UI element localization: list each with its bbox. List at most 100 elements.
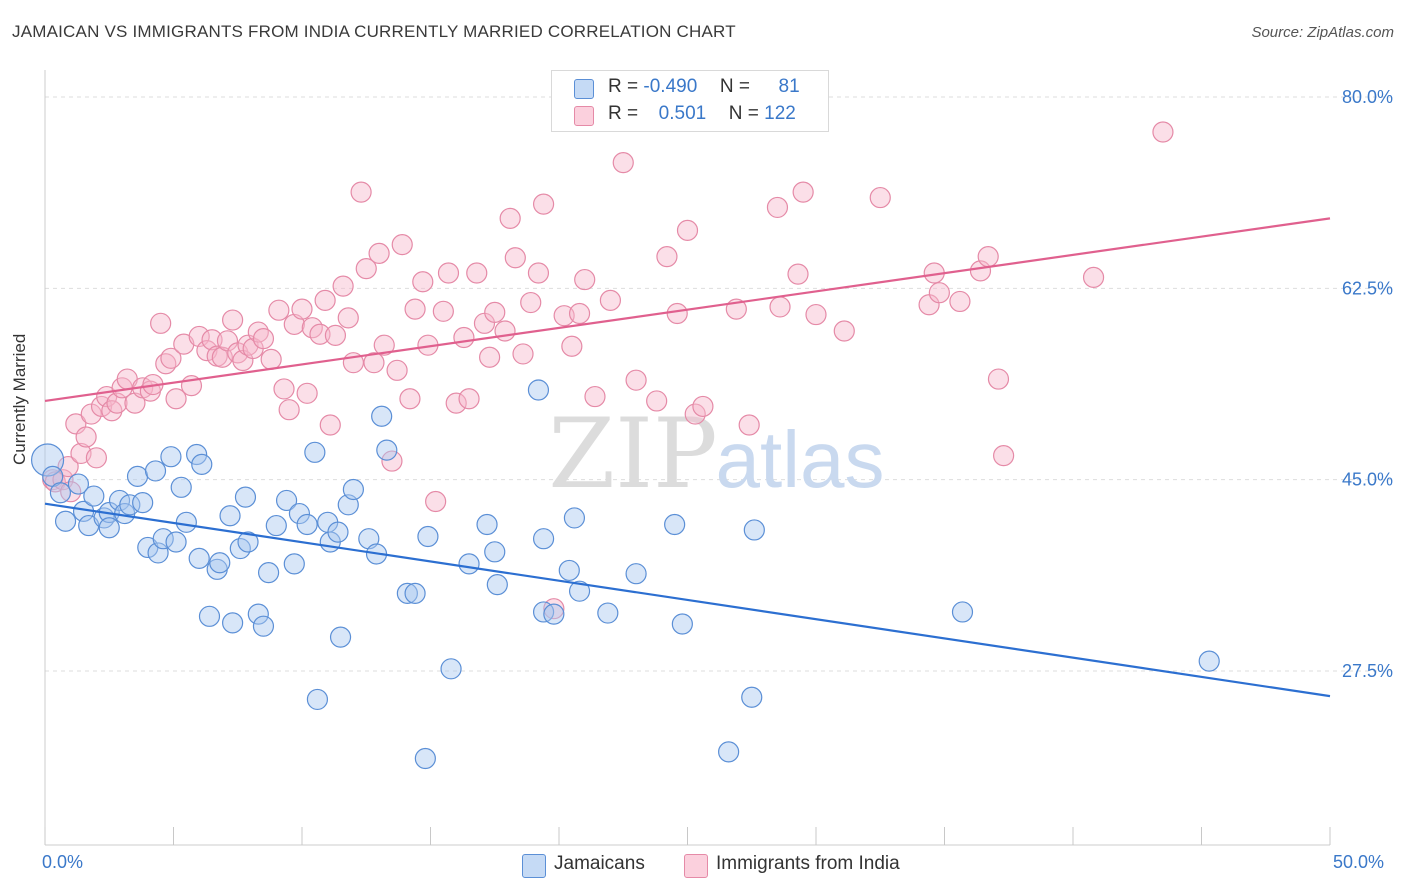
grid-lines (45, 96, 1392, 672)
legend-text: R = -0.490 N = 81 (608, 76, 800, 98)
legend-label: Immigrants from India (716, 853, 900, 874)
data-point (486, 574, 508, 596)
data-point (304, 441, 326, 463)
data-point (283, 553, 305, 575)
data-point (296, 382, 318, 404)
data-point (391, 234, 413, 256)
data-point (692, 395, 714, 418)
data-point (342, 478, 364, 501)
data-point (527, 379, 550, 401)
data-point (499, 207, 521, 229)
data-point (396, 582, 418, 604)
legend-n-value: 81 (778, 76, 800, 97)
data-point (265, 514, 287, 537)
correlation-legend: R = -0.490 N = 81 R = 0.501 N = 122 (551, 70, 829, 132)
data-point (150, 312, 172, 334)
data-point (291, 298, 313, 320)
data-point (977, 246, 999, 268)
legend-swatch-blue (574, 79, 594, 99)
watermark-zip: ZIP (548, 398, 717, 510)
data-point (67, 473, 90, 495)
data-point (98, 517, 120, 539)
data-point (186, 443, 208, 466)
data-point (563, 507, 586, 529)
data-point (476, 513, 498, 536)
data-point (288, 502, 311, 525)
data-point (479, 346, 501, 368)
data-point (805, 303, 827, 326)
data-point (766, 196, 789, 219)
data-point (296, 513, 318, 536)
data-point (1082, 266, 1105, 288)
data-point (329, 626, 352, 648)
legend-n-label: N = (728, 103, 759, 124)
data-point (275, 489, 298, 512)
data-point (437, 262, 460, 284)
watermark-atlas: atlas (716, 415, 885, 504)
data-point (987, 368, 1010, 390)
data-point (237, 531, 259, 553)
data-point (54, 510, 77, 532)
data-point (718, 741, 740, 763)
data-point (440, 658, 462, 680)
data-point (568, 302, 591, 325)
data-point (833, 320, 855, 342)
data-point (949, 290, 971, 313)
data-point (314, 289, 336, 311)
legend-text: R = 0.501 N = 122 (608, 103, 796, 125)
legend-label: Jamaicans (554, 853, 645, 874)
data-point (257, 561, 280, 584)
data-point (399, 388, 421, 410)
data-point (484, 541, 506, 563)
data-point (671, 613, 693, 635)
data-point (769, 296, 791, 318)
data-point (584, 385, 606, 408)
data-point (252, 615, 275, 637)
data-point (355, 258, 377, 280)
data-point (532, 528, 555, 550)
data-point (324, 324, 347, 346)
x-tick-label-max: 50.0% (1333, 852, 1385, 872)
data-point (484, 301, 506, 323)
data-point (792, 181, 814, 203)
data-point (612, 152, 634, 174)
data-point (209, 552, 231, 574)
data-point (520, 291, 542, 314)
data-point (165, 388, 187, 410)
data-point (386, 359, 408, 381)
data-point (466, 262, 488, 284)
data-point (170, 476, 192, 498)
data-point (646, 390, 668, 412)
data-point (283, 313, 305, 336)
y-tick-label: 80.0% (1342, 87, 1393, 107)
data-point (126, 465, 149, 487)
y-tick-label: 45.0% (1342, 470, 1393, 490)
data-point (147, 542, 169, 564)
data-point (512, 343, 534, 365)
data-point (363, 352, 385, 374)
data-point (191, 453, 213, 475)
y-tick-label: 62.5% (1342, 278, 1393, 298)
data-point (260, 348, 282, 370)
data-point (1198, 650, 1220, 672)
source-label: Source: ZipAtlas.com (1251, 24, 1394, 41)
data-point (951, 601, 974, 623)
data-point (201, 329, 223, 351)
data-point (625, 563, 647, 585)
data-point (574, 268, 596, 291)
legend-n-value: 122 (764, 103, 796, 124)
data-point (350, 181, 372, 203)
trend-line-india (44, 217, 1331, 403)
data-point (247, 603, 269, 625)
chart-title: JAMAICAN VS IMMIGRANTS FROM INDIA CURREN… (12, 22, 736, 41)
data-point (376, 439, 398, 461)
data-point (561, 335, 583, 357)
legend-r-value: -0.490 (643, 76, 698, 97)
legend-r-label: R = (608, 103, 639, 124)
watermark: ZIP atlas (548, 398, 884, 510)
data-point (425, 490, 447, 513)
trend-line-jamaicans (44, 502, 1331, 698)
data-point (993, 445, 1015, 467)
data-point (30, 443, 65, 477)
data-point (85, 447, 108, 469)
